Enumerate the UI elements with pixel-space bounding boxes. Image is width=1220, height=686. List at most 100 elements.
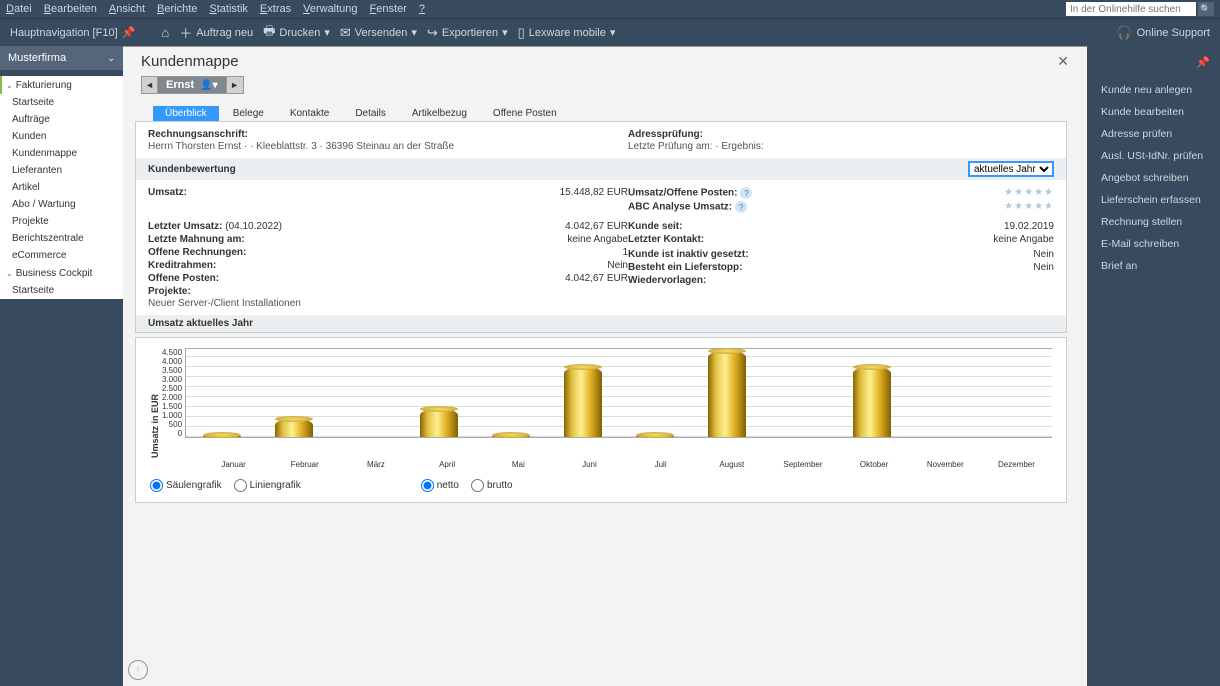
- menu-fenster[interactable]: Fenster: [370, 3, 407, 15]
- action-adresse-prüfen[interactable]: Adresse prüfen: [1087, 123, 1220, 145]
- billing-address-text: Herrn Thorsten Ernst · · Kleeblattstr. 3…: [148, 141, 628, 152]
- next-customer-button[interactable]: ►: [227, 77, 243, 93]
- sidebar-item-aufträge[interactable]: Aufträge: [0, 111, 123, 128]
- year-select[interactable]: aktuelles Jahr: [968, 161, 1054, 177]
- y-axis-label: Umsatz in EUR: [150, 348, 160, 458]
- lexware-mobile-button[interactable]: ▯Lexware mobile ▾: [518, 25, 616, 41]
- overview-card: Rechnungsanschrift: Herrn Thorsten Ernst…: [135, 121, 1067, 333]
- sidebar-section-business-cockpit[interactable]: ⌄Business Cockpit: [0, 264, 123, 282]
- sidebar-item-kunden[interactable]: Kunden: [0, 128, 123, 145]
- chart-plot: [185, 348, 1052, 438]
- menu-bearbeiten[interactable]: Bearbeiten: [44, 3, 97, 15]
- star-rating: ★★★★★: [1004, 187, 1054, 199]
- print-button[interactable]: 🖶Drucken ▾: [263, 22, 330, 44]
- action-panel: 📌 Kunde neu anlegenKunde bearbeitenAdres…: [1087, 46, 1220, 686]
- sidebar-item-ecommerce[interactable]: eCommerce: [0, 247, 123, 264]
- bar-oktober: [853, 367, 891, 437]
- rating-section-title: Kundenbewertung: [148, 164, 236, 175]
- sidebar-item-projekte[interactable]: Projekte: [0, 213, 123, 230]
- send-button[interactable]: ✉Versenden ▾: [340, 25, 417, 41]
- tab-artikelbezug[interactable]: Artikelbezug: [400, 106, 479, 121]
- sidebar-item-abo---wartung[interactable]: Abo / Wartung: [0, 196, 123, 213]
- customer-name-label: Ernst 👤▾: [158, 77, 227, 93]
- plus-icon: ＋: [179, 23, 192, 42]
- menu-berichte[interactable]: Berichte: [157, 3, 197, 15]
- bar-august: [708, 351, 746, 437]
- sidebar-item-startseite[interactable]: Startseite: [0, 282, 123, 299]
- value-type-brutto[interactable]: brutto: [471, 479, 513, 492]
- tab-belege[interactable]: Belege: [221, 106, 276, 121]
- address-check-text: Letzte Prüfung am: · Ergebnis:: [628, 141, 1054, 152]
- toolbar: Hauptnavigation [F10] 📌 ⌂ ＋Auftrag neu 🖶…: [0, 18, 1220, 46]
- bar-mai: [492, 435, 530, 437]
- online-support-button[interactable]: 🎧Online Support: [1116, 25, 1210, 41]
- menu-verwaltung[interactable]: Verwaltung: [303, 3, 357, 15]
- customer-nav: ◄ Ernst 👤▾ ►: [123, 75, 1087, 95]
- menu-datei[interactable]: Datei: [6, 3, 32, 15]
- person-search-icon[interactable]: 👤▾: [200, 80, 217, 91]
- chart-type-säulengrafik[interactable]: Säulengrafik: [150, 479, 222, 492]
- star-rating: ★★★★★: [1004, 201, 1054, 213]
- menu-statistik[interactable]: Statistik: [209, 3, 248, 15]
- bar-juli: [636, 435, 674, 437]
- sidebar-item-lieferanten[interactable]: Lieferanten: [0, 162, 123, 179]
- umsatz-label: Umsatz:: [148, 187, 187, 198]
- close-button[interactable]: ✕: [1057, 53, 1069, 70]
- bar-juni: [564, 367, 602, 437]
- value-type-netto[interactable]: netto: [421, 479, 459, 492]
- sidebar-item-kundenmappe[interactable]: Kundenmappe: [0, 145, 123, 162]
- action-ausl--ust-idnr--prüfen[interactable]: Ausl. USt-IdNr. prüfen: [1087, 145, 1220, 167]
- chart-card: Umsatz in EUR 4.5004.0003.5003.0002.5002…: [135, 337, 1067, 503]
- action-brief-an[interactable]: Brief an: [1087, 255, 1220, 277]
- chevron-down-icon: ⌄: [107, 53, 115, 64]
- home-button[interactable]: ⌂: [161, 25, 169, 40]
- pin-icon[interactable]: 📌: [1087, 56, 1220, 79]
- x-axis-labels: JanuarFebruarMärzAprilMaiJuniJuliAugustS…: [198, 460, 1052, 469]
- new-order-button[interactable]: ＋Auftrag neu: [179, 23, 253, 42]
- chart-section-title: Umsatz aktuelles Jahr: [136, 315, 1066, 332]
- action-rechnung-stellen[interactable]: Rechnung stellen: [1087, 211, 1220, 233]
- sidebar-item-artikel[interactable]: Artikel: [0, 179, 123, 196]
- bar-februar: [275, 419, 313, 437]
- action-kunde-bearbeiten[interactable]: Kunde bearbeiten: [1087, 101, 1220, 123]
- menu-ansicht[interactable]: Ansicht: [109, 3, 145, 15]
- tab-offene-posten[interactable]: Offene Posten: [481, 106, 569, 121]
- mobile-icon: ▯: [518, 25, 525, 41]
- help-icon[interactable]: ?: [735, 201, 747, 213]
- bar-april: [420, 409, 458, 437]
- chart-type-liniengrafik[interactable]: Liniengrafik: [234, 479, 301, 492]
- action-angebot-schreiben[interactable]: Angebot schreiben: [1087, 167, 1220, 189]
- export-icon: ↪: [427, 25, 438, 41]
- support-icon: 🎧: [1116, 25, 1132, 41]
- help-search-button[interactable]: 🔍: [1198, 2, 1214, 16]
- menu-?[interactable]: ?: [419, 3, 425, 15]
- tab-details[interactable]: Details: [343, 106, 398, 121]
- main-nav-label[interactable]: Hauptnavigation [F10] 📌: [10, 26, 135, 39]
- sidebar-section-fakturierung[interactable]: ⌄Fakturierung: [0, 76, 123, 94]
- umsatz-value: 15.448,82 EUR: [560, 187, 628, 198]
- project-text: Neuer Server-/Client Installationen: [148, 298, 628, 309]
- tab-kontakte[interactable]: Kontakte: [278, 106, 341, 121]
- menu-extras[interactable]: Extras: [260, 3, 291, 15]
- alert-icon[interactable]: !: [128, 660, 148, 680]
- export-button[interactable]: ↪Exportieren ▾: [427, 25, 508, 41]
- action-lieferschein-erfassen[interactable]: Lieferschein erfassen: [1087, 189, 1220, 211]
- action-kunde-neu-anlegen[interactable]: Kunde neu anlegen: [1087, 79, 1220, 101]
- menubar: Datei Bearbeiten Ansicht Berichte Statistik E…: [0, 0, 1220, 18]
- tabbar: ÜberblickBelegeKontakteDetailsArtikelbez…: [123, 101, 1087, 121]
- print-icon: 🖶: [263, 22, 275, 44]
- action-e-mail-schreiben[interactable]: E-Mail schreiben: [1087, 233, 1220, 255]
- tab-überblick[interactable]: Überblick: [153, 106, 219, 121]
- sidebar-item-startseite[interactable]: Startseite: [0, 94, 123, 111]
- sidebar-item-berichtszentrale[interactable]: Berichtszentrale: [0, 230, 123, 247]
- send-icon: ✉: [340, 25, 351, 41]
- chart-controls: Säulengrafik Liniengrafik netto brutto: [150, 479, 1052, 492]
- address-check-label: Adressprüfung:: [628, 129, 703, 140]
- company-selector[interactable]: Musterfirma⌄: [0, 46, 123, 70]
- help-icon[interactable]: ?: [740, 187, 752, 199]
- sidebar: Musterfirma⌄ ⌄FakturierungStartseiteAuft…: [0, 46, 123, 686]
- menubar-items: Datei Bearbeiten Ansicht Berichte Statistik E…: [6, 3, 425, 15]
- help-search-input[interactable]: [1066, 2, 1196, 16]
- prev-customer-button[interactable]: ◄: [142, 77, 158, 93]
- home-icon: ⌂: [161, 25, 169, 40]
